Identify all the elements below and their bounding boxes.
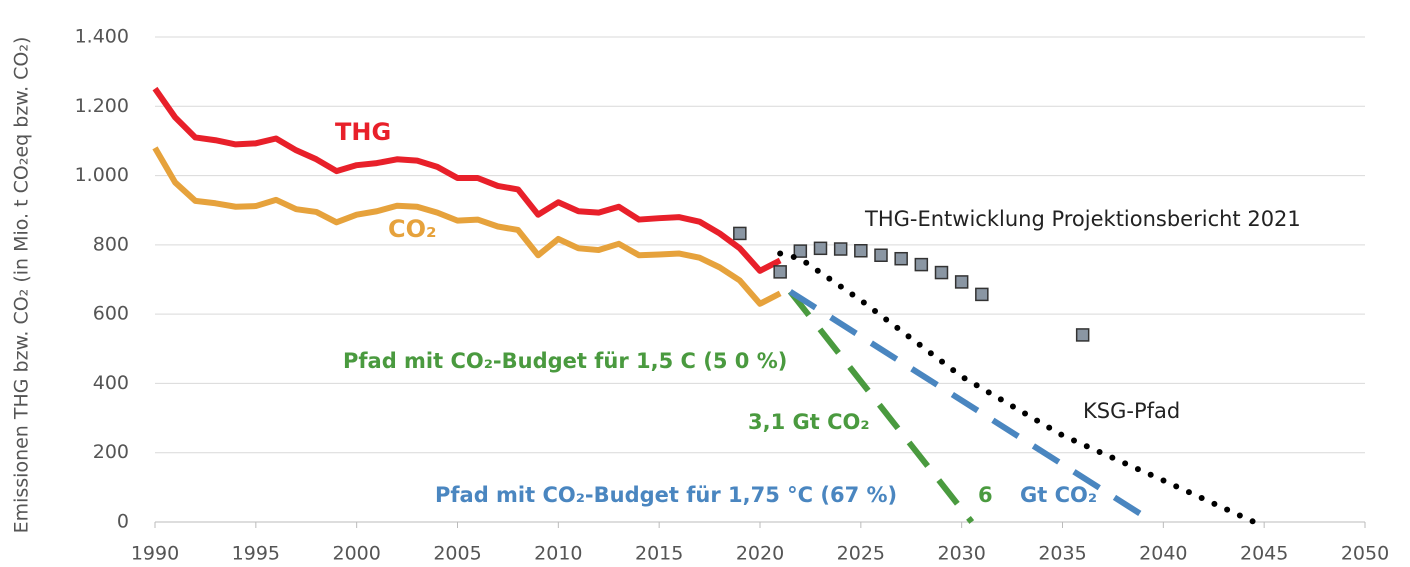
marker — [914, 257, 929, 272]
series-label: Pfad mit CO₂-Budget für 1,5 C (5 0 %) — [343, 349, 787, 373]
marker — [793, 244, 808, 258]
y-tick-label: 600 — [93, 303, 129, 325]
series-label: KSG-Pfad — [1083, 399, 1180, 423]
x-tick-label: 2040 — [1139, 543, 1187, 565]
series-label: Pfad mit CO₂-Budget für 1,75 °C (67 %) — [435, 483, 897, 507]
x-tick-label: 2025 — [837, 543, 885, 565]
y-tick-label: 1.400 — [75, 26, 129, 48]
marker — [833, 242, 848, 256]
marker — [874, 248, 888, 262]
series-line — [788, 289, 1155, 525]
y-tick-label: 0 — [117, 511, 129, 533]
x-tick-label: 2045 — [1240, 543, 1288, 565]
series-line — [777, 250, 1258, 525]
series-line — [152, 86, 782, 274]
marker — [733, 226, 747, 241]
annotation: 3,1 Gt CO₂ — [748, 410, 870, 434]
x-tick-label: 2015 — [635, 543, 683, 565]
x-tick-label: 1995 — [232, 543, 280, 565]
annotation: Gt CO₂ — [1020, 483, 1097, 507]
series-line — [152, 146, 782, 307]
x-tick-label: 2010 — [534, 543, 582, 565]
marker — [954, 275, 969, 289]
marker — [894, 251, 908, 266]
series-label: CO₂ — [388, 215, 437, 243]
y-tick-label: 400 — [93, 372, 129, 394]
x-tick-label: 2035 — [1038, 543, 1086, 565]
y-tick-label: 1.000 — [75, 164, 129, 186]
y-tick-label: 200 — [93, 441, 129, 463]
x-tick-label: 2030 — [937, 543, 985, 565]
marker — [854, 243, 868, 258]
x-tick-label: 2020 — [736, 543, 784, 565]
series-label: THG-Entwicklung Projektionsbericht 2021 — [864, 207, 1301, 231]
marker — [975, 287, 989, 302]
marker — [934, 265, 949, 280]
x-tick-label: 1990 — [131, 543, 179, 565]
marker — [1075, 328, 1090, 342]
x-tick-label: 2000 — [332, 543, 380, 565]
y-tick-label: 1.200 — [75, 95, 129, 117]
y-axis-label: Emissionen THG bzw. CO₂ (in Mio. t CO₂eq… — [11, 37, 33, 534]
x-tick-label: 2005 — [433, 543, 481, 565]
y-tick-label: 800 — [93, 233, 129, 255]
series-label: THG — [335, 118, 391, 146]
marker — [773, 265, 787, 279]
x-tick-label: 2050 — [1341, 543, 1389, 565]
series-line — [787, 289, 975, 524]
annotation: 6 — [978, 483, 993, 507]
marker — [813, 241, 828, 256]
